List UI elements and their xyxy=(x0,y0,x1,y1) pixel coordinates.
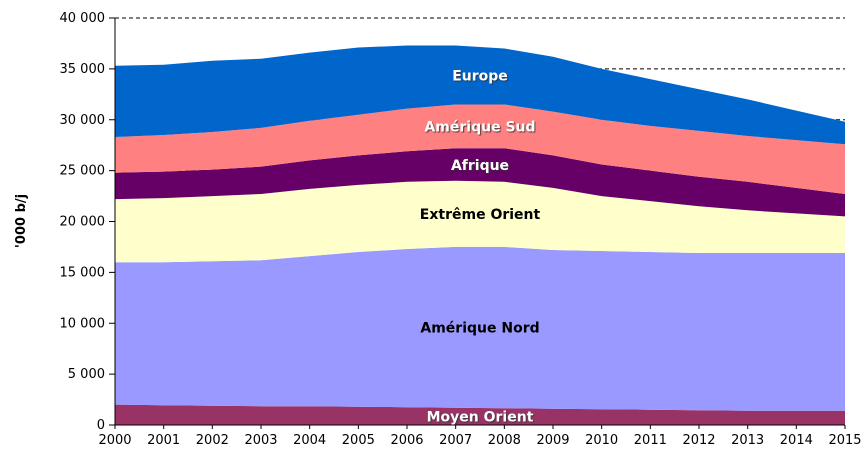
area-moyen-orient xyxy=(115,404,845,425)
x-tick-label: 2010 xyxy=(585,433,618,448)
x-tick-label: 2003 xyxy=(244,433,277,448)
x-tick-label: 2015 xyxy=(828,433,861,448)
area-europe xyxy=(115,45,845,145)
y-tick-label: 5 000 xyxy=(68,367,105,382)
y-tick-label: 40 000 xyxy=(60,11,106,26)
series-label-afrique: Afrique xyxy=(451,158,509,174)
area-am-rique-sud xyxy=(115,104,845,194)
x-tick-label: 2011 xyxy=(634,433,667,448)
series-label-europe: Europe xyxy=(452,69,508,85)
y-axis-title: '000 b/j xyxy=(14,194,29,248)
y-tick-label: 25 000 xyxy=(60,164,106,179)
x-tick-label: 2014 xyxy=(780,433,813,448)
x-tick-label: 2001 xyxy=(147,433,180,448)
series-label-am-rique-nord: Amérique Nord xyxy=(420,320,539,336)
x-tick-label: 2013 xyxy=(731,433,764,448)
series-label-moyen-orient: Moyen Orient xyxy=(427,409,534,425)
y-tick-label: 35 000 xyxy=(60,62,106,77)
x-tick-label: 2006 xyxy=(390,433,423,448)
x-tick-label: 2004 xyxy=(293,433,326,448)
x-tick-label: 2002 xyxy=(196,433,229,448)
series-label-extr-me-orient: Extrême Orient xyxy=(420,207,541,223)
y-tick-label: 20 000 xyxy=(60,215,106,230)
x-tick-label: 2005 xyxy=(342,433,375,448)
x-tick-label: 2012 xyxy=(682,433,715,448)
area-am-rique-nord xyxy=(115,246,845,411)
y-tick-label: 0 xyxy=(97,418,105,433)
x-tick-label: 2000 xyxy=(98,433,131,448)
x-tick-label: 2009 xyxy=(536,433,569,448)
x-tick-label: 2007 xyxy=(439,433,472,448)
y-tick-label: 15 000 xyxy=(60,265,106,280)
area-afrique xyxy=(115,148,845,217)
x-tick-label: 2008 xyxy=(488,433,521,448)
series-label-am-rique-sud: Amérique Sud xyxy=(424,119,535,135)
y-tick-label: 30 000 xyxy=(60,113,106,128)
y-tick-label: 10 000 xyxy=(60,316,106,331)
area-extr-me-orient xyxy=(115,180,845,263)
